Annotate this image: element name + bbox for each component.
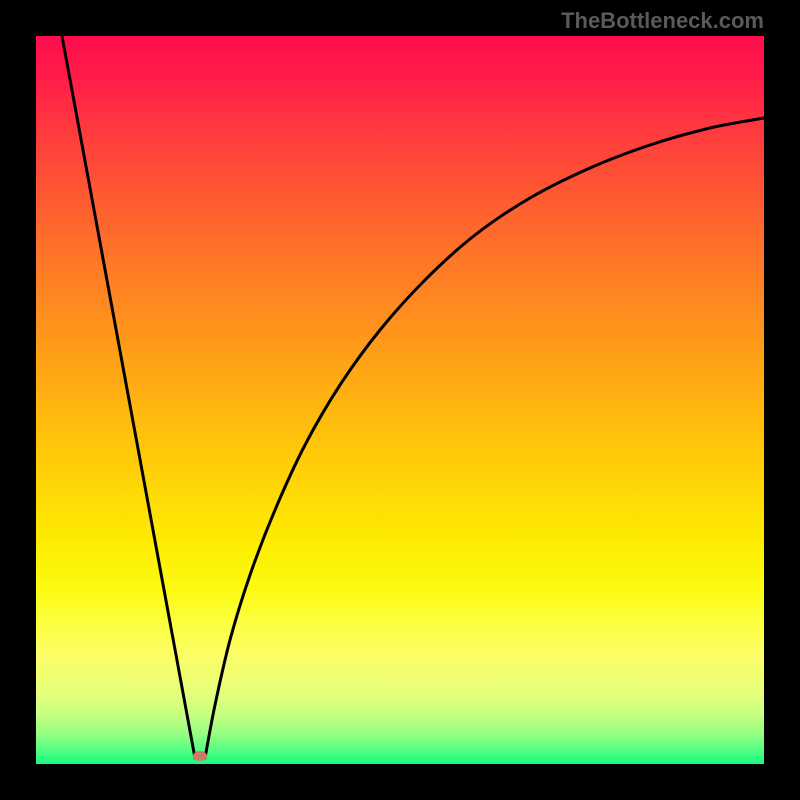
curve-left-branch <box>62 36 195 758</box>
curve-right-branch <box>205 118 764 758</box>
bottleneck-curve <box>36 36 764 764</box>
chart-frame: TheBottleneck.com <box>0 0 800 800</box>
watermark-text: TheBottleneck.com <box>561 8 764 34</box>
plot-area <box>36 36 764 764</box>
optimum-marker <box>193 751 207 761</box>
